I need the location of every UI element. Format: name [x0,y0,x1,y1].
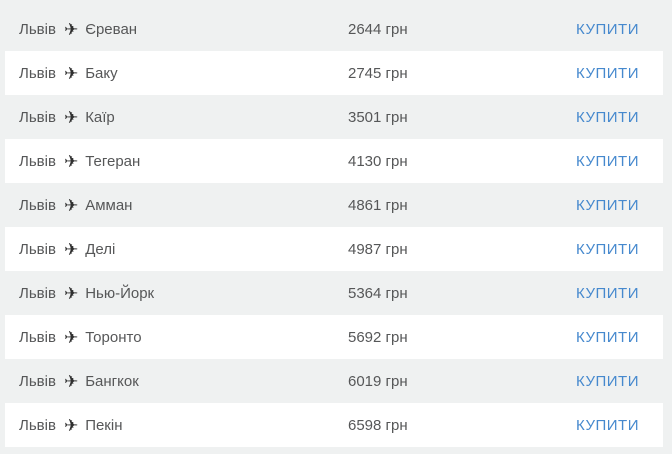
price-cell: 4987 грн [348,240,408,258]
price-cell: 6598 грн [348,416,408,434]
price-cell: 2745 грн [348,64,408,82]
price-cell: 6019 грн [348,372,408,390]
table-row: Львів ✈ Тегеран 4130 грн КУПИТИ [5,139,663,183]
buy-button[interactable]: КУПИТИ [576,152,639,170]
buy-button[interactable]: КУПИТИ [576,240,639,258]
route-cell: Львів ✈ Амман [19,197,348,214]
buy-button[interactable]: КУПИТИ [576,372,639,390]
destination-city: Торонто [85,328,142,346]
route-cell: Львів ✈ Нью-Йорк [19,285,348,302]
origin-city: Львів [19,416,56,434]
destination-city: Баку [85,64,118,82]
price-cell: 5692 грн [348,328,408,346]
destination-city: Бангкок [85,372,139,390]
origin-city: Львів [19,240,56,258]
price-cell: 2644 грн [348,20,408,38]
origin-city: Львів [19,108,56,126]
buy-button[interactable]: КУПИТИ [576,20,639,38]
buy-button[interactable]: КУПИТИ [576,196,639,214]
table-row: Львів ✈ Торонто 5692 грн КУПИТИ [5,315,663,359]
table-row: Львів ✈ Бангкок 6019 грн КУПИТИ [5,359,663,403]
origin-city: Львів [19,328,56,346]
price-cell: 5364 грн [348,284,408,302]
table-row: Львів ✈ Амман 4861 грн КУПИТИ [5,183,663,227]
airplane-icon: ✈ [63,107,79,127]
table-row: Львів ✈ Пекін 6598 грн КУПИТИ [5,403,663,447]
origin-city: Львів [19,64,56,82]
origin-city: Львів [19,372,56,390]
origin-city: Львів [19,196,56,214]
destination-city: Каїр [85,108,115,126]
airplane-icon: ✈ [63,63,79,83]
route-cell: Львів ✈ Торонто [19,329,348,346]
table-row: Львів ✈ Каїр 3501 грн КУПИТИ [5,95,663,139]
price-cell: 4130 грн [348,152,408,170]
buy-button[interactable]: КУПИТИ [576,416,639,434]
origin-city: Львів [19,152,56,170]
route-cell: Львів ✈ Бангкок [19,373,348,390]
buy-button[interactable]: КУПИТИ [576,328,639,346]
route-cell: Львів ✈ Тегеран [19,153,348,170]
route-cell: Львів ✈ Делі [19,241,348,258]
table-row: Львів ✈ Нью-Йорк 5364 грн КУПИТИ [5,271,663,315]
table-row: Львів ✈ Баку 2745 грн КУПИТИ [5,51,663,95]
route-cell: Львів ✈ Пекін [19,417,348,434]
buy-button[interactable]: КУПИТИ [576,108,639,126]
price-cell: 4861 грн [348,196,408,214]
table-row: Львів ✈ Єреван 2644 грн КУПИТИ [5,7,663,51]
origin-city: Львів [19,284,56,302]
table-row: Львів ✈ Делі 4987 грн КУПИТИ [5,227,663,271]
buy-button[interactable]: КУПИТИ [576,284,639,302]
airplane-icon: ✈ [63,371,79,391]
destination-city: Пекін [85,416,123,434]
airplane-icon: ✈ [63,151,79,171]
airplane-icon: ✈ [63,19,79,39]
airplane-icon: ✈ [63,415,79,435]
airplane-icon: ✈ [63,239,79,259]
destination-city: Єреван [85,20,138,38]
route-cell: Львів ✈ Єреван [19,21,348,38]
destination-city: Нью-Йорк [85,284,155,302]
route-cell: Львів ✈ Каїр [19,109,348,126]
airplane-icon: ✈ [63,327,79,347]
destination-city: Делі [85,240,116,258]
price-cell: 3501 грн [348,108,408,126]
destination-city: Тегеран [85,152,141,170]
route-cell: Львів ✈ Баку [19,65,348,82]
origin-city: Львів [19,20,56,38]
destination-city: Амман [85,196,133,214]
airplane-icon: ✈ [63,195,79,215]
buy-button[interactable]: КУПИТИ [576,64,639,82]
airplane-icon: ✈ [63,283,79,303]
